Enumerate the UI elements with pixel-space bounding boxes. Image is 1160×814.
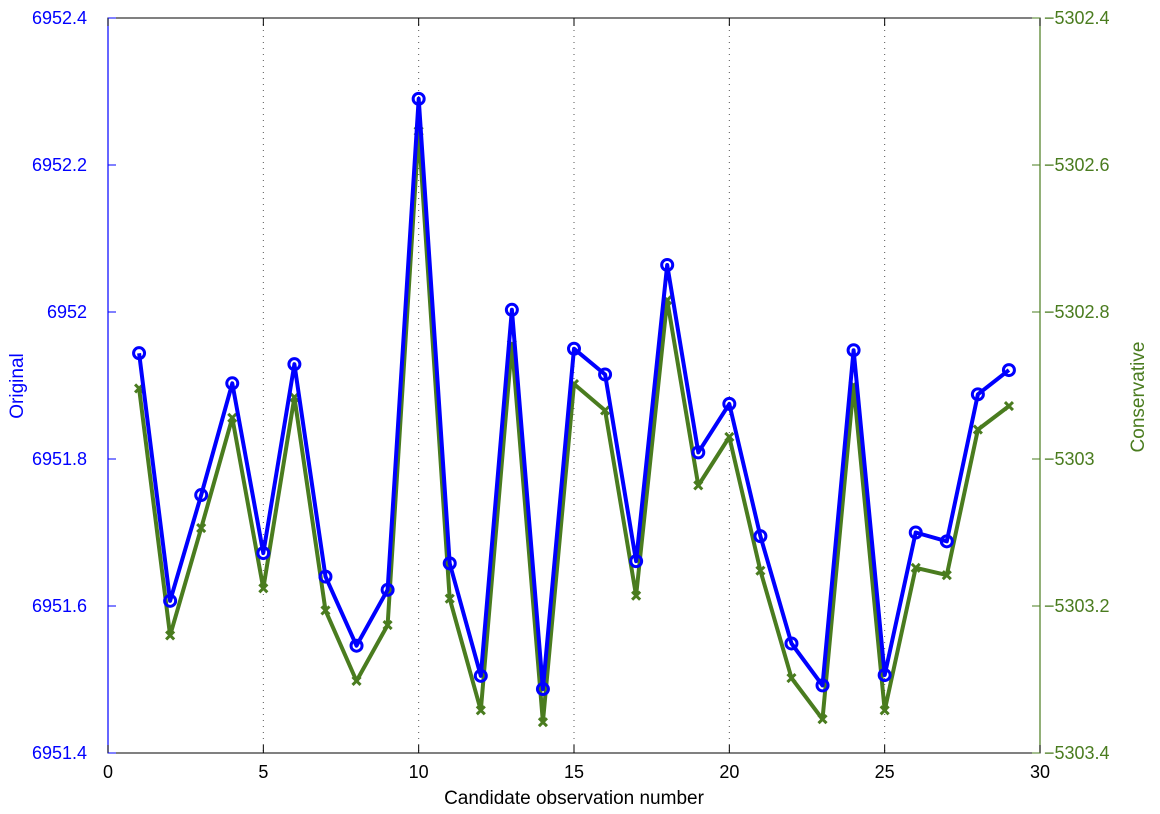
left-y-tick-label: 6951.8 [32, 449, 87, 469]
original-point [287, 357, 302, 372]
left-y-tick-label: 6952.4 [32, 8, 87, 28]
left-y-tick-label: 6951.4 [32, 743, 87, 763]
right-y-axis-label: Conservative [1128, 342, 1149, 453]
conservative-point [351, 675, 362, 687]
conservative-point [910, 562, 921, 573]
original-point [567, 341, 581, 356]
original-point [411, 91, 426, 106]
original-point [629, 554, 644, 569]
conservative-point [755, 565, 766, 576]
x-tick-label: 0 [103, 762, 113, 782]
x-tick-label: 20 [719, 762, 739, 782]
original-point [225, 376, 240, 391]
right-y-tick-label: −5303 [1044, 449, 1095, 469]
original-point [846, 343, 861, 358]
grid-lines [262, 18, 886, 753]
conservative-point [537, 717, 548, 728]
original-point [380, 582, 395, 597]
conservative-point [444, 593, 455, 604]
right-y-tick-label: −5302.6 [1044, 155, 1110, 175]
original-point [877, 668, 892, 683]
conservative-point [724, 431, 735, 443]
series [132, 91, 1016, 728]
original-point [349, 638, 364, 653]
conservative-point [227, 412, 238, 423]
conservative-point [320, 605, 331, 616]
right-y-tick-label: −5303.2 [1044, 596, 1110, 616]
original-point [473, 668, 488, 683]
original-point [784, 636, 799, 651]
original-point [660, 257, 675, 272]
conservative-point [165, 630, 176, 641]
x-tick-label: 5 [258, 762, 268, 782]
original-series-line [137, 96, 1011, 692]
left-y-axis-label: Original [7, 353, 28, 418]
x-tick-label: 10 [409, 762, 429, 782]
right-y-axis: −5303.4 −5303.2 −5303 −5302.8 −5302.6 −5302.4 [1032, 8, 1110, 763]
conservative-point [972, 424, 983, 435]
original-point [970, 387, 985, 402]
conservative-point [258, 583, 269, 594]
left-y-tick-label: 6951.6 [32, 596, 87, 616]
conservative-point [786, 672, 797, 684]
conservative-point [475, 705, 486, 716]
right-y-tick-label: −5302.4 [1044, 8, 1110, 28]
left-y-tick-label: 6952.2 [32, 155, 87, 175]
original-point [318, 569, 333, 584]
right-y-tick-label: −5302.8 [1044, 302, 1110, 322]
left-y-axis: 6951.4 6951.6 6951.8 6952 6952.2 6952.4 [32, 8, 116, 763]
original-point [535, 682, 550, 697]
right-y-tick-label: −5303.4 [1044, 743, 1110, 763]
original-point [939, 534, 954, 549]
conservative-point [1003, 401, 1014, 412]
x-tick-label: 15 [564, 762, 584, 782]
original-point [163, 593, 178, 608]
original-point [815, 678, 830, 693]
x-tick-label: 25 [875, 762, 895, 782]
conservative-point [631, 590, 642, 601]
conservative-point [600, 405, 611, 416]
original-point [598, 367, 613, 382]
original-point [908, 525, 923, 540]
conservative-point [941, 570, 952, 581]
x-axis-label: Candidate observation number [444, 788, 705, 809]
left-y-tick-label: 6952 [47, 302, 87, 322]
original-point [442, 556, 457, 571]
original-point [194, 488, 209, 503]
x-axis: 0 5 10 15 20 25 30 [103, 18, 1050, 782]
original-point [722, 396, 737, 411]
conservative-point [817, 714, 828, 725]
original-point [753, 529, 768, 544]
conservative-point [196, 523, 207, 534]
original-point [691, 445, 706, 460]
original-point [256, 546, 271, 561]
conservative-point [693, 480, 704, 491]
original-point [132, 346, 147, 361]
original-point [504, 302, 519, 317]
original-point [1001, 363, 1016, 378]
conservative-point [879, 705, 890, 716]
x-tick-label: 30 [1030, 762, 1050, 782]
conservative-point [382, 620, 393, 631]
